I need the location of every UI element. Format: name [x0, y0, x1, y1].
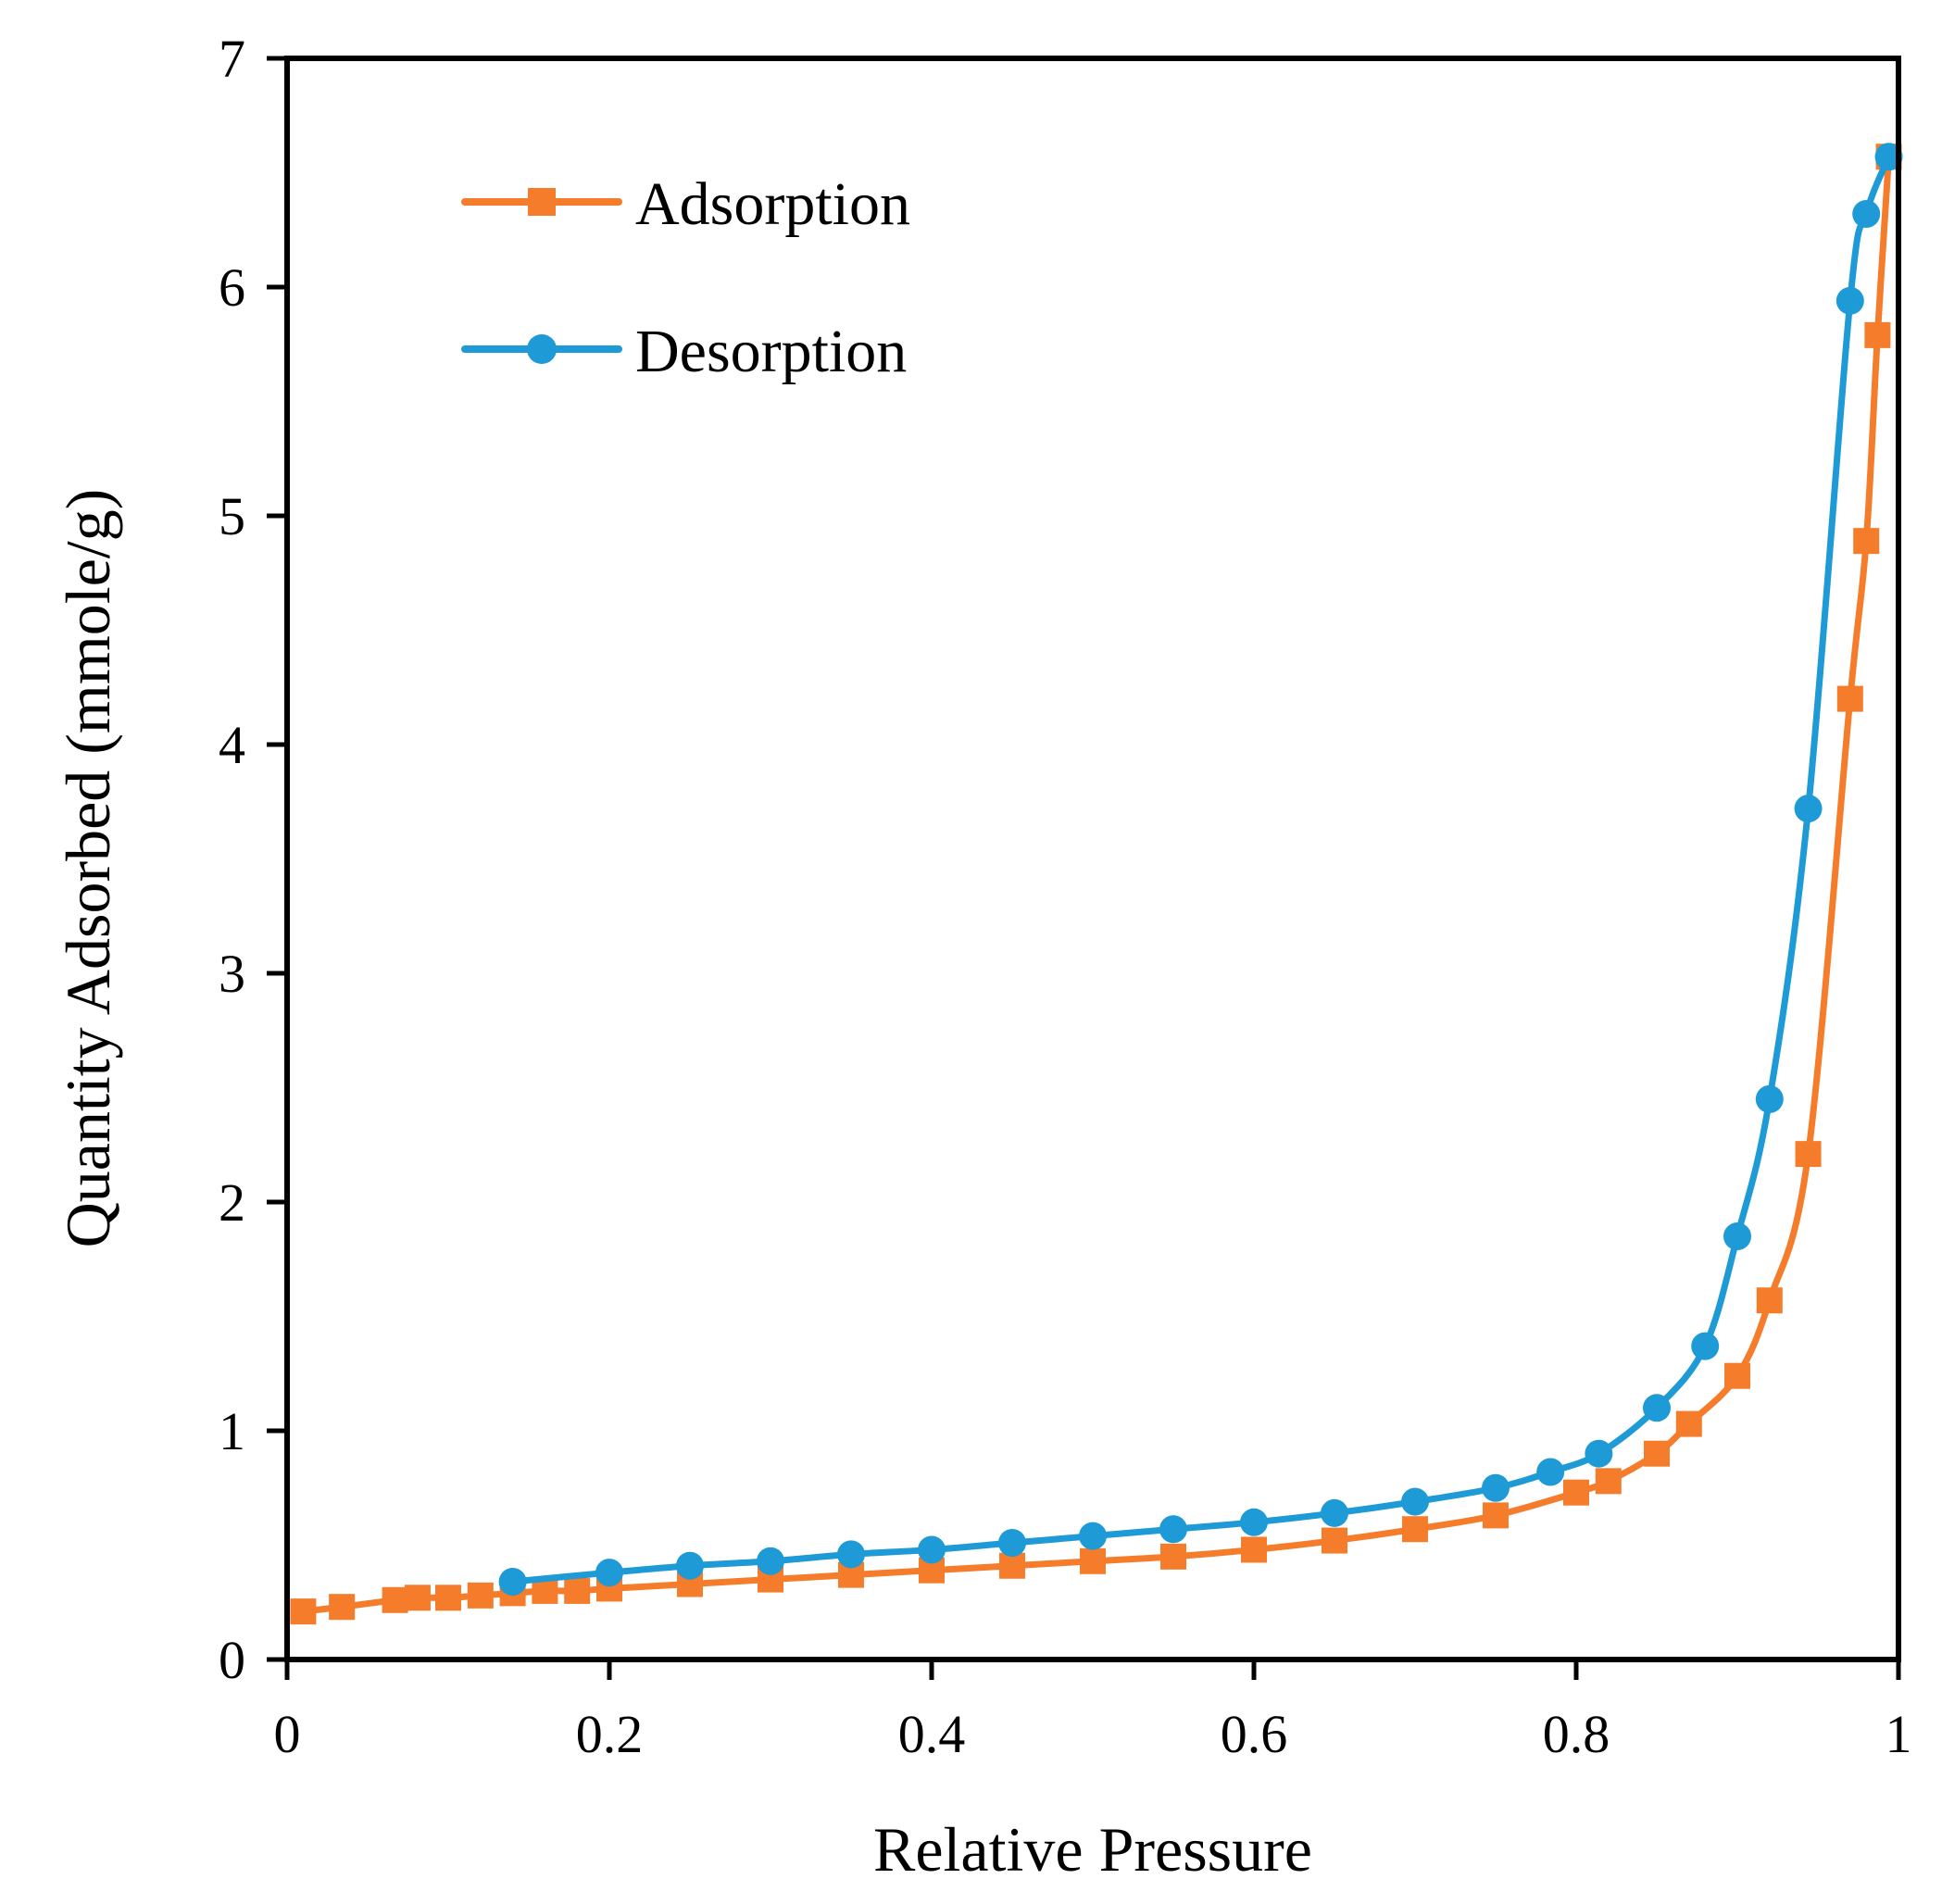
- x-tick-label: 0.6: [1221, 1704, 1288, 1764]
- adsorption-point: [404, 1585, 431, 1611]
- desorption-point: [595, 1559, 623, 1587]
- adsorption-point: [1644, 1440, 1670, 1467]
- adsorption-point: [1483, 1502, 1509, 1529]
- y-axis-title: Quantity Adsorbed (mmole/g): [53, 489, 123, 1248]
- legend-square-marker: [528, 188, 556, 216]
- legend-circle-marker: [527, 334, 557, 364]
- x-tick-label: 1: [1886, 1704, 1912, 1764]
- desorption-point: [1691, 1332, 1720, 1360]
- desorption-point: [1079, 1522, 1107, 1550]
- desorption-point: [1852, 199, 1881, 228]
- desorption-point: [1159, 1515, 1187, 1544]
- series-layer: [290, 143, 1903, 1625]
- adsorption-point: [382, 1586, 408, 1613]
- adsorption-point: [1795, 1141, 1822, 1168]
- legend: Adsorption Desorption: [461, 170, 910, 385]
- adsorption-point: [1756, 1287, 1783, 1314]
- desorption-point: [998, 1529, 1026, 1558]
- desorption-point: [1723, 1222, 1751, 1251]
- y-tick-label: 6: [219, 257, 245, 318]
- legend-item-desorption: Desorption: [461, 318, 907, 385]
- desorption-point: [1794, 795, 1823, 823]
- y-tick-label: 0: [219, 1630, 245, 1690]
- legend-label: Desorption: [635, 318, 907, 385]
- adsorption-point: [1724, 1362, 1750, 1389]
- x-axis-title: Relative Pressure: [873, 1814, 1312, 1885]
- adsorption-point: [1241, 1536, 1267, 1563]
- y-tick-label: 4: [219, 715, 245, 775]
- desorption-point: [498, 1568, 527, 1597]
- desorption-point: [676, 1551, 704, 1580]
- desorption-point: [1321, 1498, 1348, 1527]
- axis-ticks: 0 0.2 0.4 0.6 0.8 1 0 1 2 3 4 5 6 7: [219, 29, 1912, 1764]
- plot-frame: [284, 56, 1901, 1662]
- desorption-point: [757, 1547, 784, 1575]
- y-tick-label: 5: [219, 486, 245, 546]
- adsorption-point: [290, 1598, 317, 1625]
- desorption-point: [1401, 1487, 1429, 1516]
- desorption-point: [1240, 1508, 1268, 1536]
- x-tick-label: 0.2: [576, 1704, 644, 1764]
- desorption-point: [1536, 1458, 1565, 1486]
- adsorption-point: [1563, 1479, 1589, 1506]
- x-tick-label: 0.8: [1543, 1704, 1610, 1764]
- adsorption-point: [1160, 1543, 1186, 1570]
- adsorption-point: [1836, 685, 1863, 712]
- adsorption-point: [1080, 1547, 1106, 1574]
- adsorption-point: [1402, 1516, 1428, 1543]
- adsorption-point: [1595, 1468, 1622, 1495]
- desorption-point: [918, 1535, 946, 1564]
- adsorption-point: [329, 1594, 356, 1621]
- x-tick-label: 0.4: [898, 1704, 966, 1764]
- desorption-point: [1643, 1394, 1671, 1422]
- adsorption-point: [1322, 1527, 1347, 1554]
- desorption-point: [1755, 1084, 1784, 1113]
- x-tick-label: 0: [274, 1704, 301, 1764]
- desorption-point: [1585, 1439, 1613, 1468]
- desorption-point: [837, 1540, 865, 1569]
- adsorption-point: [1864, 321, 1891, 348]
- legend-label: Adsorption: [635, 170, 910, 238]
- legend-item-adsorption: Adsorption: [461, 170, 910, 238]
- desorption-point: [1482, 1473, 1510, 1502]
- y-tick-label: 3: [219, 944, 245, 1004]
- y-tick-label: 7: [219, 29, 245, 89]
- y-tick-label: 1: [219, 1401, 245, 1461]
- y-tick-label: 2: [219, 1172, 245, 1233]
- adsorption-point: [1675, 1410, 1702, 1437]
- adsorption-point: [999, 1552, 1025, 1579]
- adsorption-point: [435, 1585, 461, 1611]
- adsorption-point: [1853, 528, 1880, 555]
- adsorption-point: [467, 1582, 494, 1609]
- desorption-point: [1836, 286, 1864, 315]
- adsorption-point: [564, 1577, 591, 1604]
